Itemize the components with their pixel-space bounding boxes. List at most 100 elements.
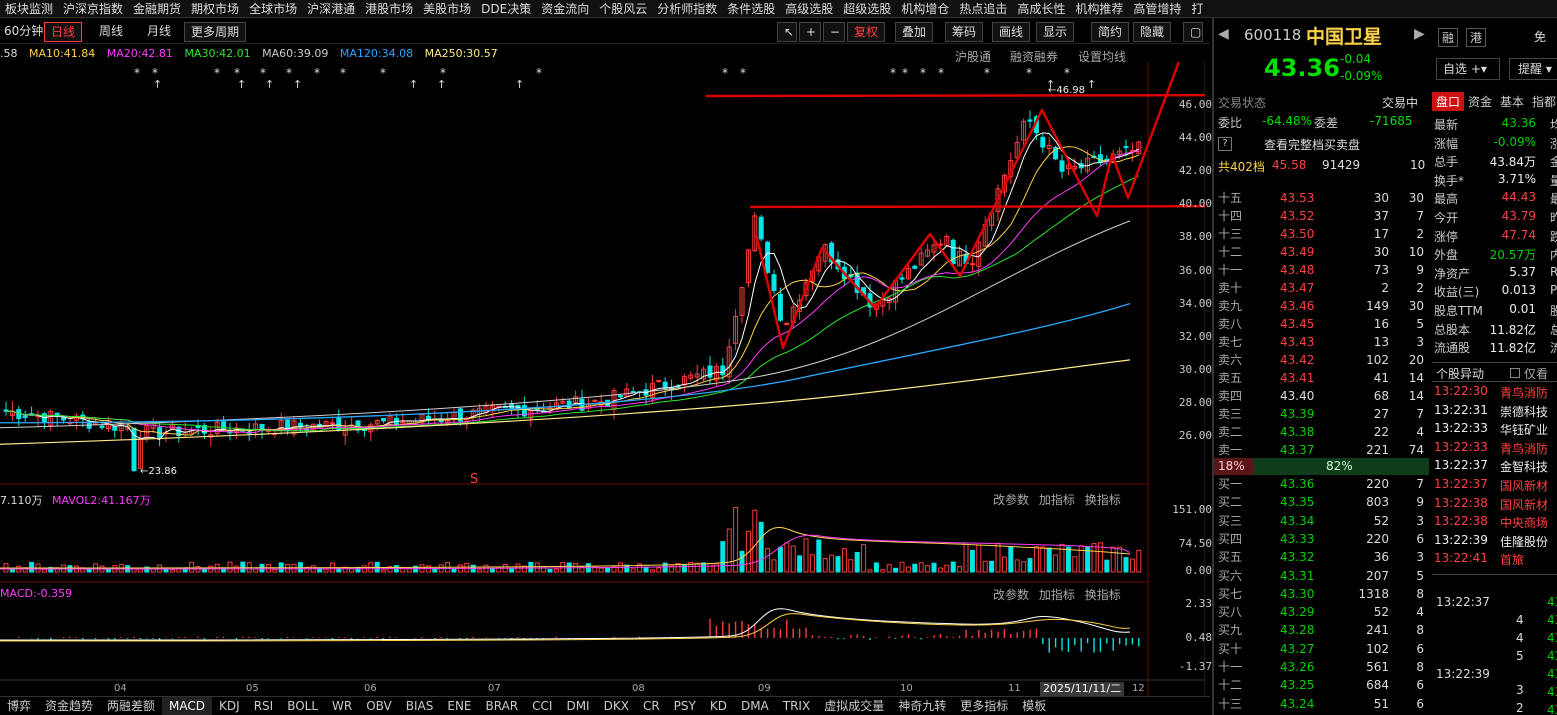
- menu-item-4[interactable]: 全球市场: [249, 2, 298, 16]
- zoom-out-icon[interactable]: −: [823, 22, 845, 42]
- indicator-tab-6[interactable]: BOLL: [287, 699, 319, 713]
- menu-item-19[interactable]: 高管增持: [1133, 2, 1182, 16]
- buys-row[interactable]: 买九 43.28 241 8: [1214, 622, 1429, 639]
- add-watchlist-button[interactable]: 自选 +▾: [1436, 58, 1500, 80]
- anomaly-stock[interactable]: 青鸟消防: [1500, 441, 1549, 456]
- indicator-tab-16[interactable]: PSY: [673, 699, 696, 713]
- add-indicator-button[interactable]: 加指标: [1038, 588, 1075, 602]
- prev-stock-icon[interactable]: ◀: [1218, 26, 1229, 42]
- buys-row[interactable]: 买一 43.36 220 7: [1214, 476, 1429, 493]
- hk-badge[interactable]: 港: [1466, 28, 1487, 47]
- buys-row[interactable]: 买七 43.30 1318 8: [1214, 586, 1429, 603]
- set-ma-button[interactable]: 设置均线: [1078, 50, 1127, 64]
- sells-row[interactable]: 卖六 43.42 102 20: [1214, 352, 1429, 369]
- anomaly-time[interactable]: 13:22:37: [1434, 477, 1488, 491]
- indicator-tab-21[interactable]: 神奇九转: [898, 699, 947, 713]
- sells-row[interactable]: 十四 43.52 37 7: [1214, 208, 1429, 225]
- fuquan-button[interactable]: 复权: [847, 22, 886, 42]
- sells-row[interactable]: 十五 43.53 30 30: [1214, 190, 1429, 207]
- menu-item-0[interactable]: 板块监测: [5, 2, 54, 16]
- buys-row[interactable]: 十三 43.24 51 6: [1214, 696, 1429, 713]
- indicator-tab-3[interactable]: MACD: [162, 697, 213, 715]
- indicator-tab-18[interactable]: DMA: [740, 699, 769, 713]
- indicator-tab-4[interactable]: KDJ: [219, 699, 240, 713]
- indicator-tab-10[interactable]: ENE: [447, 699, 472, 713]
- menu-item-8[interactable]: DDE决策: [481, 2, 532, 16]
- anomaly-stock[interactable]: 中央商场: [1500, 516, 1549, 531]
- anomaly-stock[interactable]: 崇德科技: [1500, 404, 1549, 419]
- sells-row[interactable]: 卖三 43.39 27 7: [1214, 406, 1429, 423]
- kline-chart[interactable]: * * * * * * * * * * * * * * * * * * * *↑ ↑ ↑ ↑ ↑ ↑ ↑ ↑ ↑S←46.98←23.…: [0, 62, 1205, 696]
- fullscreen-icon[interactable]: ▢: [1183, 22, 1203, 42]
- more-periods-button[interactable]: 更多周期: [184, 22, 247, 42]
- tab-daily[interactable]: 日线: [44, 22, 83, 42]
- period-60min[interactable]: 60分钟: [4, 24, 44, 38]
- menu-item-5[interactable]: 沪深港通: [307, 2, 356, 16]
- menu-item-16[interactable]: 热点追击: [959, 2, 1008, 16]
- help-icon[interactable]: ?: [1218, 137, 1232, 151]
- switch-indicator-button[interactable]: 换指标: [1084, 493, 1121, 507]
- buys-row[interactable]: 买六 43.31 207 5: [1214, 568, 1429, 585]
- menu-item-14[interactable]: 超级选股: [843, 2, 892, 16]
- sells-row[interactable]: 卖一 43.37 221 74: [1214, 442, 1429, 459]
- quote-tab-0[interactable]: 盘口: [1432, 92, 1465, 111]
- anomaly-stock[interactable]: 华钰矿业: [1500, 423, 1549, 438]
- indicator-tab-0[interactable]: 博弈: [7, 699, 32, 713]
- zoom-in-icon[interactable]: +: [799, 22, 821, 42]
- menu-item-11[interactable]: 分析师指数: [657, 2, 718, 16]
- remind-button[interactable]: 提醒 ▾: [1509, 58, 1557, 80]
- hide-button[interactable]: 隐藏: [1133, 22, 1172, 42]
- menu-item-12[interactable]: 条件选股: [727, 2, 776, 16]
- buys-row[interactable]: 买四 43.33 220 6: [1214, 531, 1429, 548]
- anomaly-stock[interactable]: 首旅: [1500, 553, 1525, 568]
- indicator-tab-13[interactable]: DMI: [566, 699, 590, 713]
- menu-item-1[interactable]: 沪深京指数: [63, 2, 124, 16]
- sells-row[interactable]: 卖十 43.47 2 2: [1214, 280, 1429, 297]
- next-stock-icon[interactable]: ▶: [1414, 26, 1425, 42]
- menu-item-17[interactable]: 高成长性: [1017, 2, 1066, 16]
- indicator-tab-12[interactable]: CCI: [532, 699, 553, 713]
- buys-row[interactable]: 买八 43.29 52 4: [1214, 604, 1429, 621]
- indicator-tab-1[interactable]: 资金趋势: [45, 699, 94, 713]
- quote-tab-3[interactable]: 指都: [1532, 95, 1557, 109]
- anomaly-time[interactable]: 13:22:37: [1434, 458, 1488, 473]
- free-label[interactable]: 免: [1534, 30, 1547, 44]
- buys-row[interactable]: 十一 43.26 561 8: [1214, 659, 1429, 676]
- sells-row[interactable]: 卖八 43.45 16 5: [1214, 316, 1429, 333]
- chip-button[interactable]: 筹码: [945, 22, 984, 42]
- indicator-tab-20[interactable]: 虚拟成交量: [824, 699, 885, 713]
- overlay-button[interactable]: 叠加: [895, 22, 934, 42]
- indicator-tab-14[interactable]: DKX: [603, 699, 629, 713]
- sells-row[interactable]: 卖七 43.43 13 3: [1214, 334, 1429, 351]
- draw-line-button[interactable]: 画线: [992, 22, 1031, 42]
- anomaly-time[interactable]: 13:22:38: [1434, 514, 1488, 529]
- anomaly-time[interactable]: 13:22:38: [1434, 495, 1488, 510]
- menu-item-15[interactable]: 机构增仓: [901, 2, 950, 16]
- indicator-tab-5[interactable]: RSI: [253, 699, 274, 713]
- view-full-orderbook-link[interactable]: 查看完整档买卖盘: [1264, 138, 1361, 152]
- sells-row[interactable]: 十三 43.50 17 2: [1214, 226, 1429, 243]
- only-checkbox[interactable]: [1510, 368, 1520, 378]
- anomaly-stock[interactable]: 国风新材: [1500, 479, 1549, 493]
- menu-item-6[interactable]: 港股市场: [365, 2, 414, 16]
- anomaly-stock[interactable]: 青鸟消防: [1500, 386, 1549, 400]
- anomaly-stock[interactable]: 佳隆股份: [1500, 534, 1549, 549]
- anomaly-stock[interactable]: 金智科技: [1500, 460, 1549, 475]
- indicator-tab-7[interactable]: WR: [332, 699, 353, 713]
- menu-item-9[interactable]: 资金流向: [541, 2, 590, 16]
- anomaly-time[interactable]: 13:22:33: [1434, 439, 1488, 454]
- display-button[interactable]: 显示: [1036, 22, 1075, 42]
- hgt-link[interactable]: 沪股通: [955, 50, 992, 64]
- sells-row[interactable]: 十一 43.48 73 9: [1214, 262, 1429, 279]
- anomaly-stock[interactable]: 国风新材: [1500, 497, 1549, 512]
- margin-link[interactable]: 融资融券: [1010, 50, 1059, 64]
- cursor-icon[interactable]: ↖: [777, 22, 797, 42]
- indicator-tab-2[interactable]: 两融差额: [107, 699, 156, 713]
- menu-item-10[interactable]: 个股风云: [599, 2, 648, 16]
- buys-row[interactable]: 买三 43.34 52 3: [1214, 513, 1429, 530]
- indicator-tab-11[interactable]: BRAR: [485, 699, 519, 713]
- sells-row[interactable]: 卖二 43.38 22 4: [1214, 424, 1429, 441]
- tab-weekly[interactable]: 周线: [99, 24, 124, 38]
- anomaly-time[interactable]: 13:22:41: [1434, 551, 1488, 566]
- anomaly-time[interactable]: 13:22:39: [1434, 532, 1488, 547]
